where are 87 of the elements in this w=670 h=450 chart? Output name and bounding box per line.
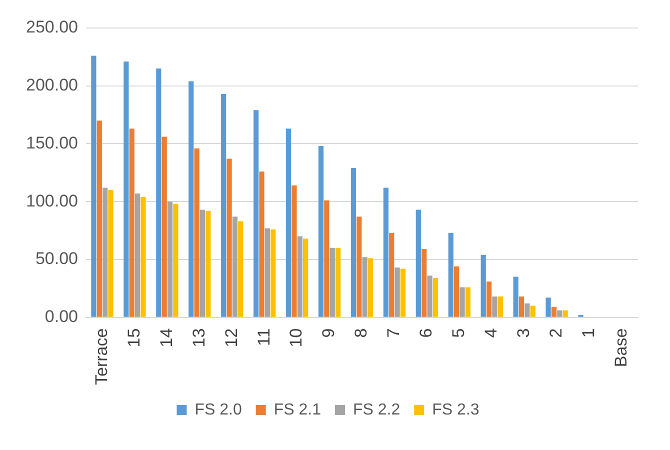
x-tick-label: 4 [482,328,501,338]
bar [221,94,226,317]
bar [264,228,270,317]
bar [530,306,536,317]
bar [513,276,518,317]
bar [557,310,562,317]
bar [91,56,96,317]
bar [162,136,167,317]
bar [394,268,400,317]
x-tick-label: 8 [352,328,371,338]
legend-label: FS 2.3 [432,401,480,418]
x-tick-label: 1 [578,328,598,338]
bar [173,204,178,317]
x-tick-label: 12 [222,328,241,348]
x-tick-label: 3 [514,328,534,338]
bar [129,128,134,317]
x-tick-label: Terrace [92,328,111,385]
y-tick-label: 50.00 [35,249,78,268]
bar [270,229,276,317]
bar [460,287,465,317]
bar [389,232,394,317]
bar [350,168,356,317]
bar [524,303,530,317]
bar [200,210,206,317]
bar [254,110,259,317]
bar [427,276,432,317]
x-tick-label: 11 [254,328,274,346]
y-tick-label: 0.00 [44,307,78,326]
y-tick-label: 250.00 [26,18,78,37]
bar [416,210,421,317]
bar [562,310,568,317]
bar [226,158,232,317]
bar [335,248,341,317]
bar [232,216,238,317]
bar [297,236,302,317]
bar [318,146,324,317]
bar [156,68,162,317]
bar [167,202,173,317]
bar [124,62,129,317]
bar [206,210,211,317]
bar [259,172,264,317]
bar [292,185,297,317]
bar [551,306,557,317]
bar [362,257,368,317]
bar [486,281,492,317]
x-tick-label: 14 [156,328,176,348]
x-tick-label: 7 [384,328,404,338]
bar [498,296,503,317]
bar [96,120,102,317]
x-tick-label: 13 [189,328,208,348]
bar [546,298,551,317]
bar [188,81,194,317]
bar [102,188,108,317]
y-tick-label: 100.00 [26,191,78,210]
bar [324,200,330,317]
legend-label: FS 2.0 [194,401,242,418]
bar [238,221,244,317]
x-tick-label: 9 [319,328,338,338]
x-tick-label: 6 [416,328,436,338]
bar [518,296,524,317]
bar [400,268,406,317]
bar [140,196,146,317]
legend-label: FS 2.2 [353,401,400,418]
bar [134,193,140,317]
bar [356,216,362,317]
x-tick-label: 15 [124,328,144,348]
bar [194,148,200,317]
bar [330,248,335,317]
bar [286,128,292,317]
bar [368,258,374,317]
y-tick-label: 150.00 [26,133,78,152]
bar [480,254,486,317]
bar [303,238,308,317]
bar [432,278,438,317]
bar [448,232,454,317]
bar [465,287,470,317]
bar [383,188,389,317]
bar [108,190,114,317]
bar [422,249,427,317]
legend-label: FS 2.1 [274,401,322,418]
x-tick-label: Base [611,328,630,368]
x-tick-label: 2 [546,328,566,338]
y-tick-label: 200.00 [26,76,78,95]
x-tick-label: 5 [449,328,468,338]
bar [492,296,498,317]
x-tick-label: 10 [286,328,306,348]
bar [454,266,460,317]
